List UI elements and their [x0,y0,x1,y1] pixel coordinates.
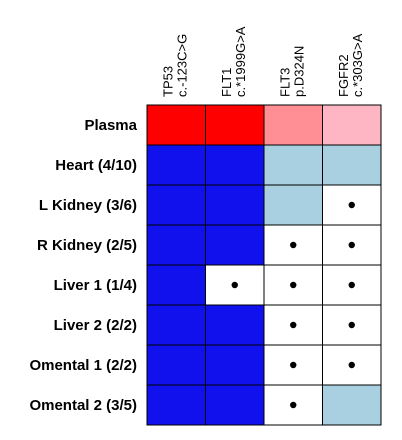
heatmap-cell [322,384,382,426]
column-label: FLT1 c.*1999G>A [219,26,248,97]
row-label: Omental 2 (3/5) [29,397,137,414]
row-label: R Kidney (2/5) [37,237,137,254]
row-label: L Kidney (3/6) [39,197,137,214]
column-gene-label: TP53 [160,66,175,97]
dot-markers [231,201,355,409]
column-variant-label: p.D324N [291,46,306,97]
column-labels: TP53 c.-123C>G FLT1 c.*1999G>A FLT3 p.D324N FG… [160,26,365,97]
heatmap-cell [322,304,382,346]
heatmap-cell [205,304,265,346]
row-label: Omental 1 (2/2) [29,357,137,374]
heatmap-cell [146,224,206,266]
column-variant-label: c.*1999G>A [233,26,248,97]
dot-marker [348,321,355,329]
column-variant-label: c.*303G>A [350,33,365,97]
column-gene-label: FGFR2 [336,54,351,97]
dot-marker [231,281,238,289]
dot-marker [290,361,297,369]
row-label: Plasma [84,117,137,134]
heatmap-cell [146,344,206,386]
heatmap-cell [146,384,206,426]
heatmap-cell [263,144,323,186]
heatmap-cell [205,144,265,186]
row-label: Liver 1 (1/4) [54,277,137,294]
heatmap-cells [146,104,382,426]
heatmap-cell [322,144,382,186]
heatmap-cell [322,104,382,146]
dot-marker [348,281,355,289]
dot-marker [348,241,355,249]
column-label: FLT3 p.D324N [277,46,306,97]
heatmap-cell [146,304,206,346]
dot-marker [290,321,297,329]
column-gene-label: FLT3 [277,68,292,97]
dot-marker [348,361,355,369]
row-label: Liver 2 (2/2) [54,317,137,334]
column-gene-label: FLT1 [219,68,234,97]
heatmap-cell [146,144,206,186]
heatmap-cell [146,264,206,306]
dot-marker [290,401,297,409]
column-variant-label: c.-123C>G [174,34,189,97]
heatmap-cell [263,184,323,226]
column-label: FGFR2 c.*303G>A [336,33,365,97]
heatmap-cell [263,104,323,146]
heatmap-cell [205,344,265,386]
heatmap-cell [205,184,265,226]
heatmap-cell [146,184,206,226]
column-label: TP53 c.-123C>G [160,34,189,97]
heatmap-cell [205,104,265,146]
dot-marker [290,281,297,289]
dot-marker [290,241,297,249]
row-labels: Plasma Heart (4/10) L Kidney (3/6) R Kidney… [29,117,137,414]
heatmap-cell [146,104,206,146]
heatmap-cell [205,384,265,426]
dot-marker [348,201,355,209]
heatmap-cell [205,224,265,266]
row-label: Heart (4/10) [55,157,137,174]
